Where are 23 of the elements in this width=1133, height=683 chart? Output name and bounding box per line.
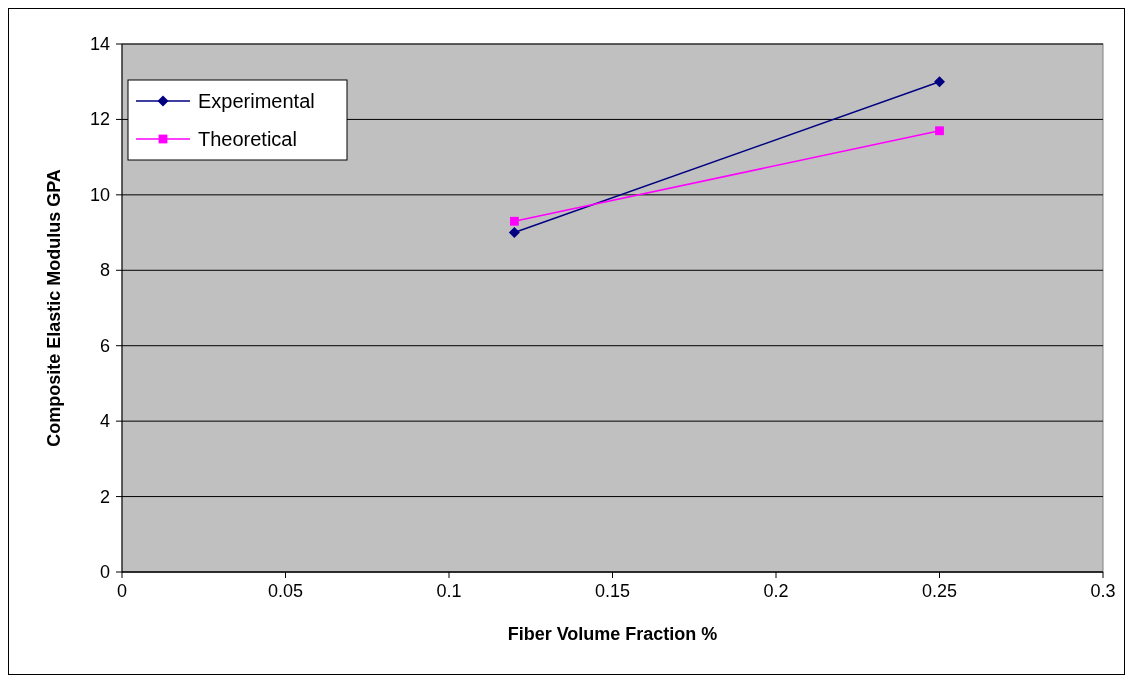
point: [508, 227, 520, 239]
y-tick-label: 2: [99, 486, 110, 507]
y-tick-label: 10: [89, 184, 110, 205]
y-tick-label: 14: [89, 34, 110, 54]
x-tick-label: 0.05: [267, 581, 304, 601]
y-tick-label: 0: [99, 562, 110, 582]
y-axis-title: Composite Elastic Modulus GPA: [44, 169, 64, 447]
y-tick-label: 4: [99, 411, 110, 432]
legend-label: Theoretical: [198, 128, 297, 150]
x-tick-label: 0: [116, 581, 128, 601]
x-axis-title: Fiber Volume Fraction %: [507, 624, 718, 644]
y-tick-label: 8: [99, 260, 110, 281]
legend-label: Experimental: [198, 90, 315, 112]
point: [935, 126, 944, 136]
point: [510, 216, 519, 226]
y-tick-label: 12: [89, 109, 110, 130]
y-tick-label: 6: [99, 335, 110, 356]
point: [934, 76, 945, 88]
x-tick-label: 0.3: [1090, 581, 1116, 601]
x-tick-label: 0.1: [436, 581, 462, 601]
x-tick-label: 0.25: [921, 581, 958, 601]
x-tick-label: 0.15: [594, 581, 631, 601]
x-tick-label: 0.2: [763, 581, 789, 601]
